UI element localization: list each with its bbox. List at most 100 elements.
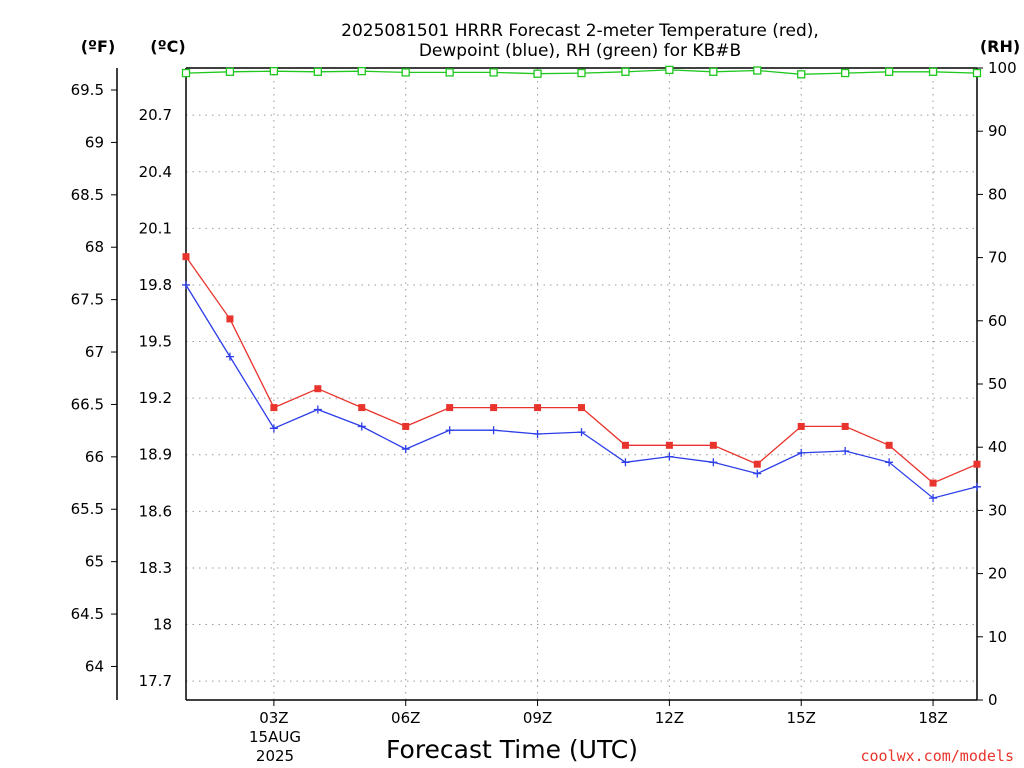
rh-tick-label: 0 — [988, 691, 998, 709]
fahrenheit-tick-label: 68 — [85, 238, 104, 256]
temperature-point — [973, 460, 981, 468]
temperature-point — [182, 253, 190, 261]
x-axis-label: Forecast Time (UTC) — [386, 735, 638, 764]
dewpoint-point — [445, 426, 454, 435]
rh-point — [313, 67, 322, 76]
dewpoint-point — [401, 445, 410, 454]
celsius-tick-label: 19.5 — [139, 333, 172, 351]
dewpoint-point — [313, 405, 322, 414]
rh-point — [884, 67, 894, 76]
celsius-unit-label: (ºC) — [150, 37, 185, 56]
dewpoint-point — [841, 446, 850, 455]
fahrenheit-tick-label: 67.5 — [71, 291, 104, 309]
fahrenheit-tick-label: 64.5 — [71, 605, 104, 623]
rh-tick-label: 50 — [988, 375, 1007, 393]
rh-series — [181, 65, 982, 79]
grid-lines — [186, 68, 977, 700]
celsius-tick-label: 18.3 — [139, 559, 172, 577]
fahrenheit-tick-label: 66 — [85, 448, 104, 466]
temperature-point — [578, 404, 585, 412]
dewpoint-point — [621, 458, 630, 467]
rh-tick-label: 40 — [988, 438, 1007, 456]
celsius-tick-label: 19.2 — [139, 389, 172, 407]
x-tick-label: 18Z — [918, 709, 947, 727]
fahrenheit-tick-label: 69.5 — [71, 81, 104, 99]
rh-tick-label: 60 — [988, 312, 1007, 330]
date-label-year: 2025 — [256, 747, 294, 765]
temperature-point — [621, 441, 629, 449]
dewpoint-point — [929, 494, 938, 503]
celsius-tick-label: 18.9 — [139, 446, 172, 464]
tick-labels: 17.7 18 18.3 18.6 18.9 19.2 19.5 19.8 20.1 20.4 20… — [71, 59, 1017, 727]
temperature-point — [314, 385, 322, 393]
rh-tick-label: 80 — [988, 185, 1007, 203]
rh-point — [709, 67, 718, 76]
rh-point — [445, 68, 454, 77]
celsius-tick-label: 20.4 — [139, 163, 172, 181]
temperature-series — [182, 253, 981, 487]
dewpoint-point — [225, 352, 234, 361]
rh-point — [181, 68, 191, 78]
rh-tick-label: 100 — [988, 59, 1017, 77]
temperature-point — [841, 422, 849, 430]
dewpoint-point — [577, 428, 586, 437]
celsius-tick-label: 18.6 — [139, 502, 172, 520]
dewpoint-point — [182, 280, 190, 289]
rh-point — [357, 67, 366, 76]
dewpoint-point — [533, 429, 542, 438]
fahrenheit-tick-label: 65 — [85, 553, 104, 571]
temperature-point — [534, 404, 542, 412]
x-tick-label: 09Z — [523, 709, 552, 727]
celsius-tick-label: 19.8 — [139, 276, 172, 294]
rh-point — [621, 67, 630, 76]
x-tick-label: 03Z — [259, 709, 288, 727]
temperature-point — [709, 441, 717, 449]
temperature-point — [929, 479, 937, 487]
dewpoint-point — [269, 424, 278, 433]
rh-point — [665, 65, 674, 75]
temperature-point — [797, 422, 805, 430]
temperature-point — [358, 404, 366, 412]
temperature-point — [270, 404, 278, 412]
rh-point — [928, 67, 938, 76]
fahrenheit-tick-label: 69 — [85, 133, 104, 151]
rh-point — [753, 66, 762, 75]
rh-unit-label: (RH) — [980, 37, 1020, 56]
rh-tick-label: 10 — [988, 628, 1007, 646]
date-label-day: 15AUG — [249, 728, 301, 746]
fahrenheit-tick-label: 64 — [85, 657, 104, 675]
temperature-point — [753, 460, 761, 468]
dewpoint-line — [185, 284, 978, 499]
temperature-point — [490, 404, 498, 412]
x-tick-label: 15Z — [787, 709, 816, 727]
dewpoint-point — [973, 482, 981, 491]
rh-point — [533, 69, 542, 78]
temperature-point — [402, 422, 410, 430]
celsius-tick-label: 20.7 — [139, 106, 172, 124]
dewpoint-point — [753, 469, 762, 478]
dewpoint-point — [797, 448, 806, 457]
dewpoint-point — [665, 452, 674, 461]
dewpoint-point — [709, 458, 718, 467]
fahrenheit-unit-label: (ºF) — [81, 37, 116, 56]
chart-title-line-1: 2025081501 HRRR Forecast 2-meter Tempera… — [341, 21, 819, 41]
temperature-point — [885, 441, 893, 449]
rh-point — [841, 68, 850, 78]
temperature-point — [446, 404, 454, 412]
fahrenheit-tick-label: 65.5 — [71, 500, 104, 518]
rh-tick-label: 90 — [988, 122, 1007, 140]
rh-point — [797, 70, 806, 79]
chart-title-line-2: Dewpoint (blue), RH (green) for KB#B — [419, 41, 741, 61]
temperature-point — [665, 441, 673, 449]
rh-tick-label: 70 — [988, 249, 1007, 267]
celsius-tick-label: 17.7 — [139, 672, 172, 690]
rh-point — [225, 67, 235, 76]
dewpoint-point — [489, 426, 498, 435]
dewpoint-point — [885, 458, 894, 467]
fahrenheit-tick-label: 68.5 — [71, 186, 104, 204]
temperature-line — [185, 256, 978, 484]
rh-point — [401, 68, 410, 77]
credit-text: coolwx.com/models — [860, 747, 1014, 765]
fahrenheit-tick-label: 66.5 — [71, 395, 104, 413]
